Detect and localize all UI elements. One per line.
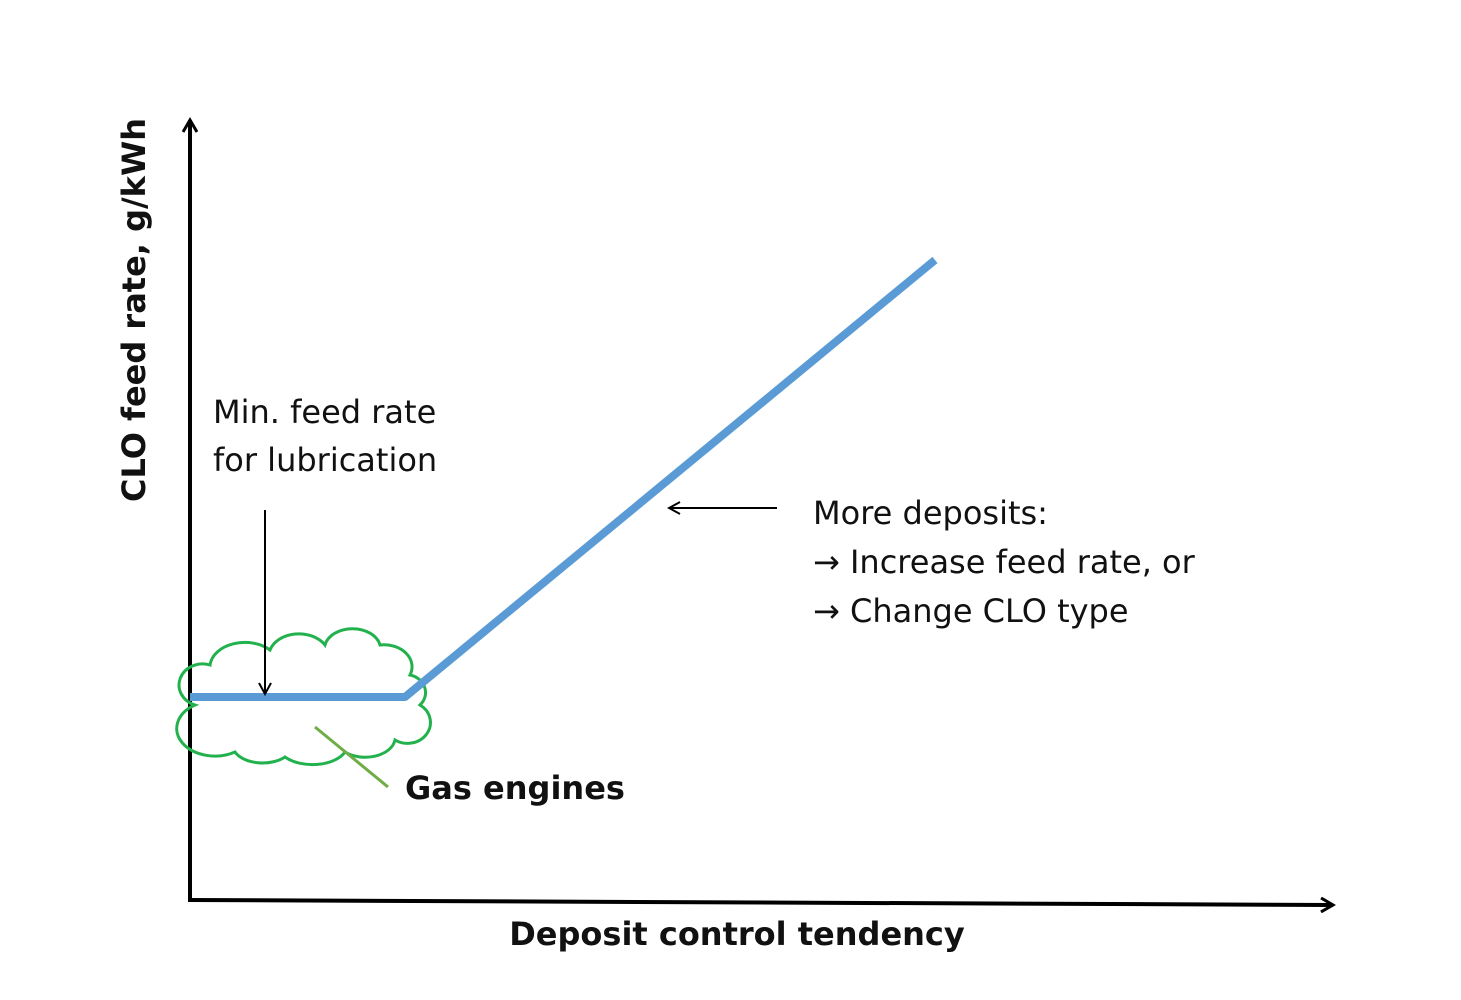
gas-engines-label: Gas engines xyxy=(405,769,625,807)
leader-line xyxy=(314,725,389,789)
x-axis xyxy=(187,900,1333,905)
annotation: Min. feed rate xyxy=(213,393,436,431)
annotation: → Increase feed rate, or xyxy=(813,543,1196,581)
annotation: More deposits: xyxy=(813,494,1048,532)
x-axis-label: Deposit control tendency xyxy=(509,915,965,953)
annotation: → Change CLO type xyxy=(813,592,1129,630)
y-axis-label: CLO feed rate, g/kWh xyxy=(115,118,153,502)
gas-engine-cloud xyxy=(175,627,432,767)
feed-rate-curve xyxy=(190,256,938,701)
annotation: for lubrication xyxy=(213,441,437,479)
